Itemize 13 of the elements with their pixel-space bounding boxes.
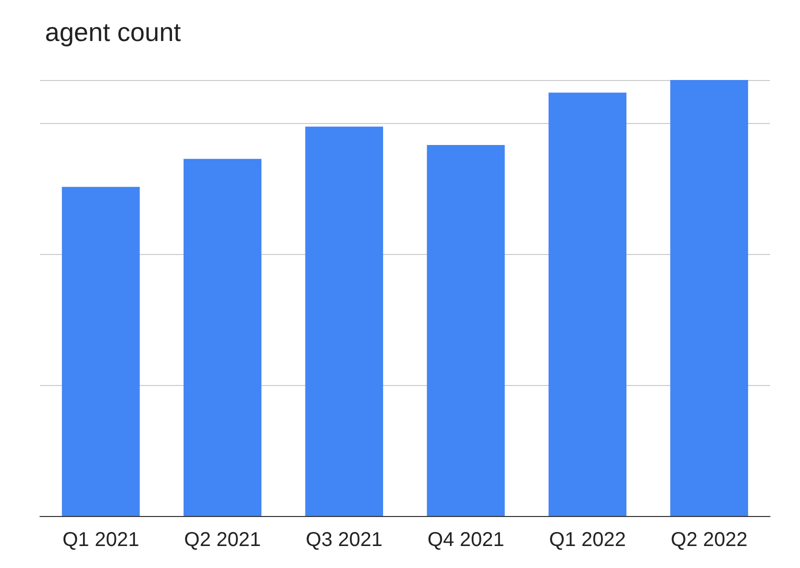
bar <box>305 126 384 516</box>
x-tick-label: Q2 2021 <box>184 529 261 551</box>
bar <box>184 158 262 516</box>
bar <box>62 186 140 516</box>
x-tick-label: Q1 2022 <box>549 529 626 551</box>
x-tick-label: Q1 2021 <box>62 529 140 551</box>
x-tick-label: Q4 2021 <box>427 529 504 551</box>
x-tick-label: Q2 2022 <box>670 529 748 551</box>
chart-title: agent count <box>45 17 182 47</box>
bar <box>426 144 505 516</box>
bar <box>548 92 626 516</box>
bar <box>670 80 748 516</box>
x-tick-label: Q3 2021 <box>306 529 383 551</box>
